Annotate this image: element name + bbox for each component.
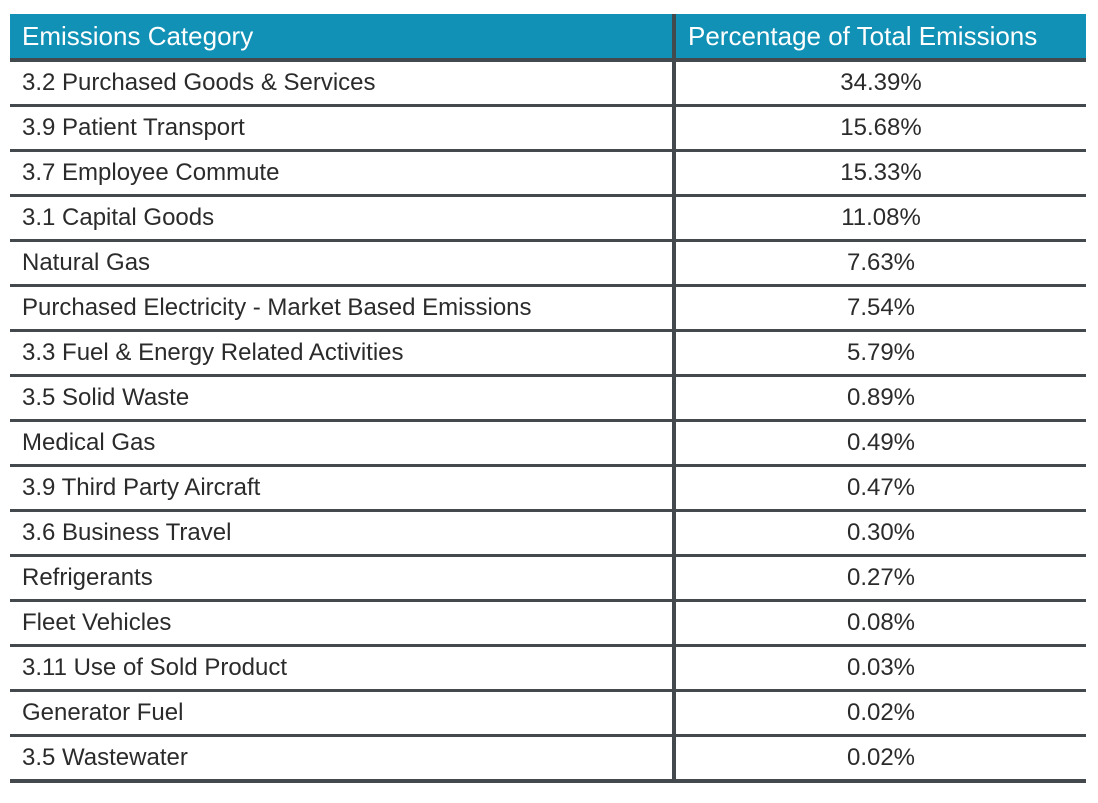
category-cell: 3.5 Solid Waste [10, 375, 674, 422]
category-cell: 3.11 Use of Sold Product [10, 645, 674, 692]
table-row: Natural Gas 7.63% [10, 240, 1086, 287]
table-row: 3.5 Solid Waste 0.89% [10, 375, 1086, 422]
percentage-cell: 5.79% [672, 330, 1086, 377]
category-cell: Generator Fuel [10, 690, 674, 737]
percentage-cell: 0.30% [672, 510, 1086, 557]
table-row: 3.11 Use of Sold Product 0.03% [10, 645, 1086, 692]
category-cell: 3.9 Patient Transport [10, 105, 674, 152]
percentage-cell: 34.39% [672, 60, 1086, 107]
emissions-table: Emissions Category Percentage of Total E… [10, 14, 1086, 783]
percentage-cell: 0.03% [672, 645, 1086, 692]
table-row: 3.1 Capital Goods 11.08% [10, 195, 1086, 242]
category-cell: 3.7 Employee Commute [10, 150, 674, 197]
header-row: Emissions Category Percentage of Total E… [10, 14, 1086, 62]
table-row: 3.5 Wastewater 0.02% [10, 735, 1086, 783]
header-emissions-category: Emissions Category [10, 14, 674, 62]
table-row: Purchased Electricity - Market Based Emi… [10, 285, 1086, 332]
table-row: 3.6 Business Travel 0.30% [10, 510, 1086, 557]
percentage-cell: 11.08% [672, 195, 1086, 242]
category-cell: 3.6 Business Travel [10, 510, 674, 557]
table-row: Medical Gas 0.49% [10, 420, 1086, 467]
category-cell: 3.3 Fuel & Energy Related Activities [10, 330, 674, 377]
category-cell: 3.2 Purchased Goods & Services [10, 60, 674, 107]
percentage-cell: 0.47% [672, 465, 1086, 512]
table-row: 3.2 Purchased Goods & Services 34.39% [10, 60, 1086, 107]
percentage-cell: 0.27% [672, 555, 1086, 602]
category-cell: 3.5 Wastewater [10, 735, 674, 783]
table-row: Refrigerants 0.27% [10, 555, 1086, 602]
percentage-cell: 15.33% [672, 150, 1086, 197]
table-row: Generator Fuel 0.02% [10, 690, 1086, 737]
category-cell: Purchased Electricity - Market Based Emi… [10, 285, 674, 332]
table-row: Fleet Vehicles 0.08% [10, 600, 1086, 647]
category-cell: Fleet Vehicles [10, 600, 674, 647]
category-cell: 3.1 Capital Goods [10, 195, 674, 242]
category-cell: 3.9 Third Party Aircraft [10, 465, 674, 512]
percentage-cell: 0.08% [672, 600, 1086, 647]
percentage-cell: 0.02% [672, 690, 1086, 737]
table-row: 3.7 Employee Commute 15.33% [10, 150, 1086, 197]
category-cell: Refrigerants [10, 555, 674, 602]
percentage-cell: 7.54% [672, 285, 1086, 332]
table-header: Emissions Category Percentage of Total E… [10, 14, 1086, 62]
table-row: 3.9 Patient Transport 15.68% [10, 105, 1086, 152]
category-cell: Medical Gas [10, 420, 674, 467]
percentage-cell: 0.49% [672, 420, 1086, 467]
header-percentage-of-total-emissions: Percentage of Total Emissions [672, 14, 1086, 62]
percentage-cell: 0.02% [672, 735, 1086, 783]
table-row: 3.9 Third Party Aircraft 0.47% [10, 465, 1086, 512]
category-cell: Natural Gas [10, 240, 674, 287]
percentage-cell: 0.89% [672, 375, 1086, 422]
percentage-cell: 15.68% [672, 105, 1086, 152]
table-body: 3.2 Purchased Goods & Services 34.39% 3.9 … [10, 60, 1086, 783]
percentage-cell: 7.63% [672, 240, 1086, 287]
table-row: 3.3 Fuel & Energy Related Activities 5.79… [10, 330, 1086, 377]
